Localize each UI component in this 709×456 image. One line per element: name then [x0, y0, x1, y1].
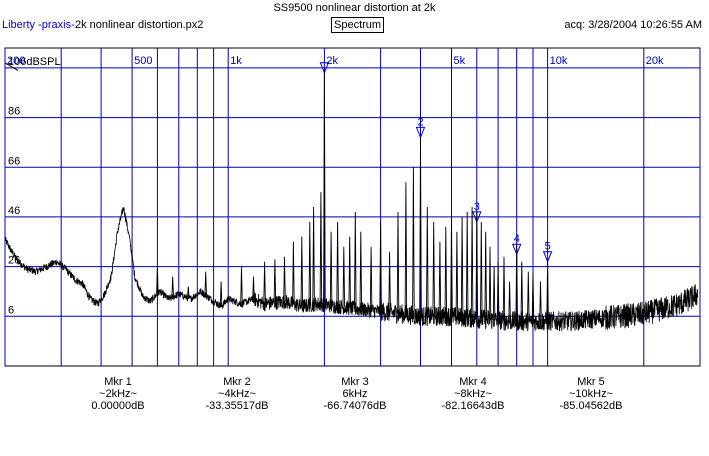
spectrum-peak-46	[508, 281, 511, 321]
marker-4-freq: ~8kHz~	[454, 388, 492, 400]
spectrum-peak-37	[465, 211, 469, 318]
spectrum-peak-44	[496, 261, 500, 321]
marker-5-value: -85.04562dB	[559, 400, 623, 412]
spectrum-peak-45	[502, 256, 506, 321]
x-tick-label-6: 20k	[646, 55, 664, 67]
marker-4-label: Mkr 4	[459, 376, 487, 388]
spectrum-peak-17	[329, 231, 333, 306]
spectrum-peak-11	[292, 241, 295, 305]
x-tick-label-1: 500	[134, 55, 152, 67]
y-tick-label-2: 66	[8, 155, 20, 167]
spectrum-peak-12	[300, 236, 304, 307]
marker-5-freq: ~10kHz~	[568, 388, 614, 400]
spectrum-peak-20	[348, 236, 351, 309]
spectrum-peak-19	[342, 246, 346, 308]
spectrum-peak-16	[323, 70, 326, 305]
spectrum-peak-2	[187, 286, 190, 299]
spectrum-peak-3	[204, 271, 207, 296]
spectrum-peak-31	[432, 221, 435, 317]
marker-1-freq: ~2kHz~	[99, 388, 137, 400]
spectrum-peak-0	[156, 266, 159, 294]
spectrum-peak-21	[354, 211, 357, 309]
spectrum-peak-40	[480, 221, 483, 320]
marker-readout-1: Mkr 1 ~2kHz~ 0.00000dB	[63, 376, 173, 412]
marker-4-value: -82.16643dB	[441, 400, 505, 412]
file-name: 2k nonlinear distortion.px2	[75, 19, 204, 31]
chart-title: SS9500 nonlinear distortion at 2k	[273, 2, 436, 14]
marker-readout-3: Mkr 3 6kHz -66.74076dB	[300, 376, 410, 412]
spectrum-view-button[interactable]: Spectrum	[331, 17, 385, 33]
spectrum-peak-23	[369, 246, 373, 311]
spectrum-peak-33	[444, 226, 448, 317]
spectrum-peak-18	[336, 221, 339, 307]
y-tick-label-3: 46	[8, 205, 20, 217]
marker-1-label: Mkr 1	[104, 376, 132, 388]
spectrum-peak-1	[171, 276, 174, 297]
spectrum-peak-6	[240, 266, 243, 304]
spectrum-peak-14	[312, 206, 315, 305]
spectrum-peak-27	[404, 182, 408, 315]
spectrum-peak-38	[470, 206, 474, 319]
spectrum-peak-42	[488, 246, 492, 320]
spectrum-peak-13	[308, 221, 312, 306]
marker-2-value: -33.35517dB	[205, 400, 269, 412]
spectrum-peak-51	[539, 281, 542, 322]
spectrum-peak-34	[450, 216, 453, 317]
marker-number-3: 3	[474, 201, 480, 213]
spectrum-peak-4	[219, 281, 223, 307]
app-name: Liberty -praxis-	[2, 19, 75, 31]
spectrum-peak-10	[283, 256, 286, 302]
spectrum-peak-43	[492, 266, 496, 320]
spectrum-peak-32	[438, 241, 442, 317]
spectrum-peak-7	[252, 276, 255, 299]
marker-triangle-5	[542, 251, 553, 264]
x-tick-label-2: 1k	[230, 55, 242, 67]
spectrum-peak-26	[396, 211, 400, 314]
spectrum-peak-9	[273, 259, 277, 303]
spectrum-peak-22	[359, 231, 363, 310]
spectrum-peak-36	[460, 216, 464, 318]
x-tick-label-0: 200	[7, 55, 25, 67]
spectrum-peak-8	[263, 261, 266, 304]
x-tick-label-3: 2k	[326, 55, 338, 67]
marker-triangle-4	[511, 243, 522, 256]
marker-triangle-1	[319, 62, 330, 75]
marker-readout-4: Mkr 4 ~8kHz~ -82.16643dB	[418, 376, 528, 412]
spectrum-peak-41	[484, 231, 487, 320]
spectrum-peak-5	[226, 294, 230, 300]
spectrum-peak-49	[527, 271, 530, 322]
y-tick-label-5: 6	[8, 304, 14, 316]
marker-number-2: 2	[418, 116, 424, 128]
spectrum-peak-15	[319, 192, 323, 305]
marker-number-5: 5	[545, 241, 551, 253]
marker-triangle-2	[415, 126, 426, 139]
marker-3-freq: 6kHz	[342, 388, 368, 400]
spectrum-peak-24	[379, 221, 382, 312]
spectrum-trace	[4, 207, 699, 332]
marker-readout-5: Mkr 5 ~10kHz~ -85.04562dB	[536, 376, 646, 412]
spectrum-peak-28	[412, 167, 415, 316]
marker-2-label: Mkr 2	[223, 376, 251, 388]
marker-5-label: Mkr 5	[577, 376, 605, 388]
marker-number-4: 4	[514, 233, 520, 245]
reference-level-mark	[4, 62, 19, 71]
y-tick-label-1: 86	[8, 106, 20, 118]
y-tick-label-0: 106dBSPL	[8, 56, 61, 68]
marker-3-label: Mkr 3	[341, 376, 369, 388]
x-tick-label-4: 5k	[454, 55, 466, 67]
acquisition-timestamp: acq: 3/28/2004 10:26:55 AM	[564, 19, 702, 31]
marker-readout-2: Mkr 2 ~4kHz~ -33.35517dB	[182, 376, 292, 412]
spectrum-peak-25	[388, 251, 391, 313]
marker-3-value: -66.74076dB	[323, 400, 387, 412]
spectrum-peak-50	[531, 271, 535, 322]
marker-triangle-3	[472, 211, 482, 224]
x-tick-label-5: 10k	[550, 55, 568, 67]
spectrum-peak-48	[520, 261, 524, 322]
spectrum-peak-35	[455, 231, 459, 317]
spectrum-peak-30	[426, 206, 429, 317]
marker-2-freq: ~4kHz~	[218, 388, 256, 400]
marker-1-value: 0.00000dB	[91, 400, 145, 412]
